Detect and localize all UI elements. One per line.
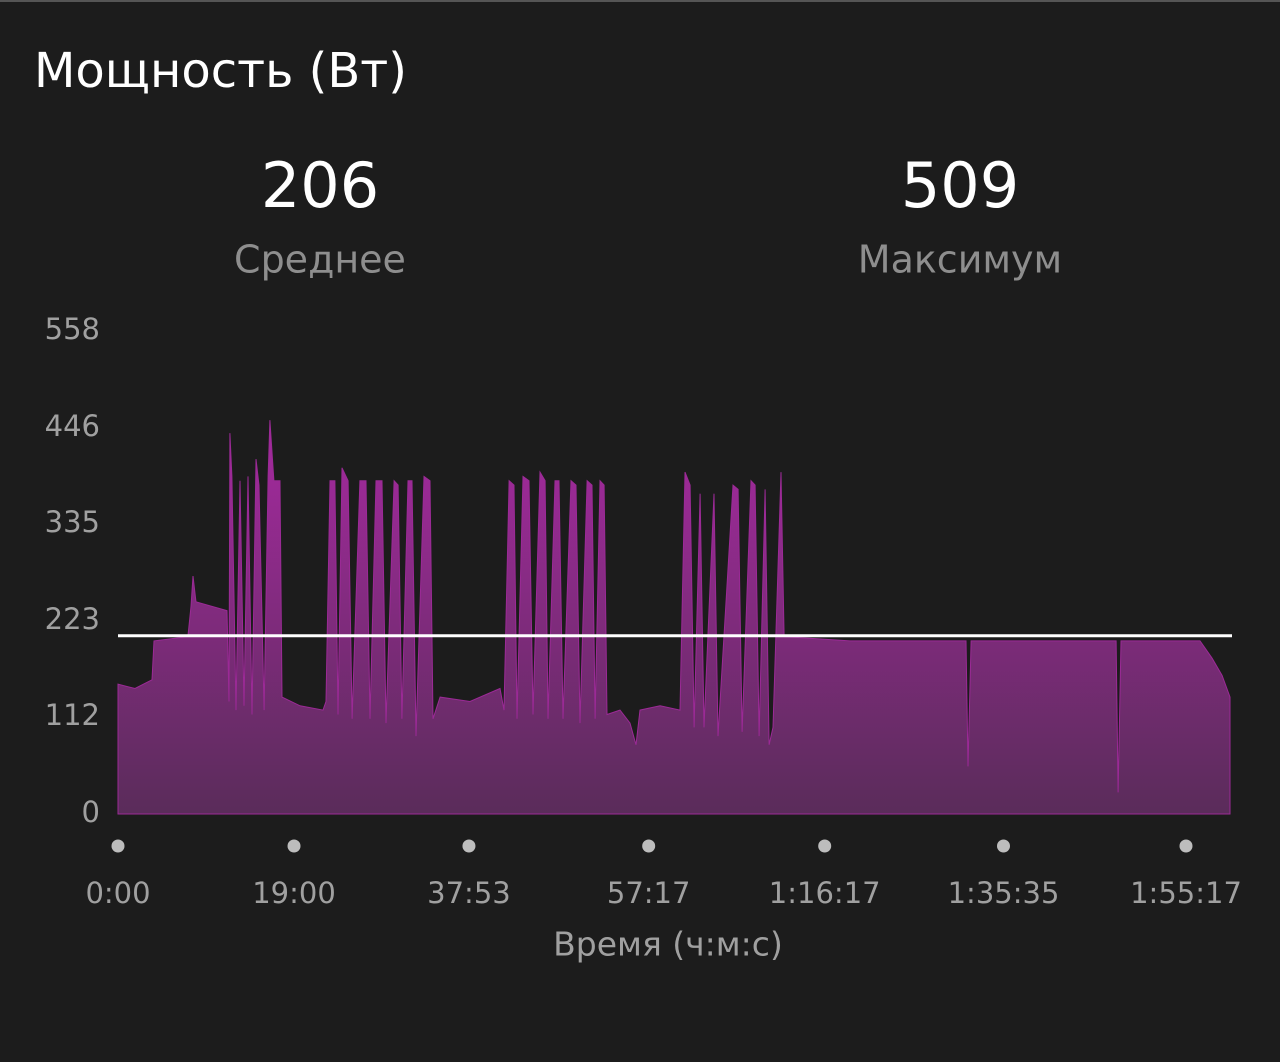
x-tick-label: 19:00 (252, 876, 336, 910)
y-tick-label: 112 (45, 698, 100, 732)
x-tick-dot (1179, 839, 1193, 853)
power-area (117, 420, 1231, 815)
max-value: 509 (901, 149, 1019, 222)
x-tick-dot (287, 839, 301, 853)
x-tick-dot (818, 839, 832, 853)
y-tick-label: 558 (45, 312, 100, 346)
y-tick-label: 223 (45, 602, 100, 636)
max-label: Максимум (858, 238, 1062, 282)
x-tick-dot (111, 839, 125, 853)
x-axis-title: Время (ч:м:с) (553, 925, 783, 964)
top-border (0, 0, 1280, 2)
average-value: 206 (261, 149, 379, 222)
x-tick-dot (462, 839, 476, 853)
x-tick-label: 1:55:17 (1130, 876, 1242, 910)
x-tick-label: 57:17 (607, 876, 691, 910)
x-tick-dot (642, 839, 656, 853)
y-tick-label: 335 (45, 505, 100, 539)
average-label: Среднее (234, 238, 406, 282)
chart-title: Мощность (Вт) (34, 43, 407, 99)
x-tick-label: 0:00 (85, 876, 150, 910)
x-tick-label: 1:16:17 (769, 876, 881, 910)
y-tick-label: 446 (45, 409, 100, 443)
x-tick-label: 37:53 (427, 876, 511, 910)
x-tick-dot (996, 839, 1010, 853)
x-tick-label: 1:35:35 (948, 876, 1060, 910)
y-tick-label: 0 (82, 795, 100, 829)
